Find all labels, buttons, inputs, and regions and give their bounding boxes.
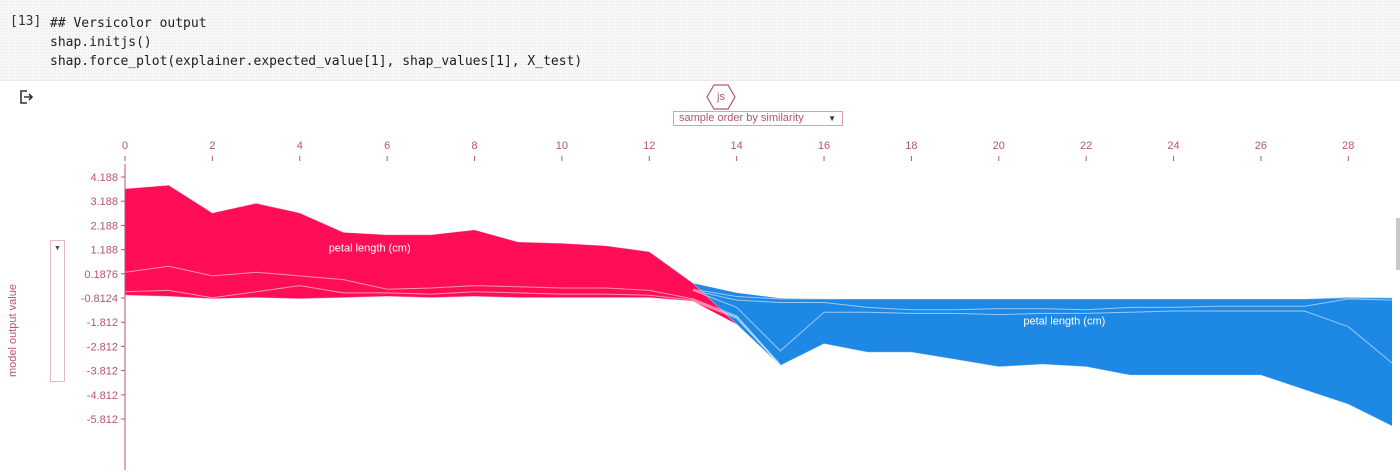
code-cell[interactable]: [13] ## Versicolor output shap.initjs() sh… [0,0,1400,81]
x-tick-label-22: 22 [1080,140,1092,152]
x-tick-label-26: 26 [1255,140,1267,152]
js-hexagon-icon [706,84,736,110]
y-tick-label-1: 3.188 [90,196,118,208]
negative-feature-line-0 [692,289,1393,364]
code-line-1: ## Versicolor output [50,16,207,31]
js-label: js [717,91,725,103]
y-tick-label-0: 4.188 [90,172,118,184]
chevron-down-icon: ▼ [828,114,836,123]
y-tick-label-9: -4.812 [87,390,118,402]
y-tick-label-5: -0.8124 [81,293,118,305]
x-tick-label-2: 2 [209,140,215,152]
x-tick-label-20: 20 [993,140,1005,152]
positive-feature-line-0 [124,265,781,365]
sample-order-value: sample order by similarity [679,112,804,124]
y-tick-label-7: -2.812 [87,341,118,353]
negative-area [649,251,1392,426]
chevron-down-icon: ▼ [54,245,61,252]
x-tick-label-6: 6 [384,140,390,152]
x-tick-label-4: 4 [297,140,303,152]
y-axis-label: model output value [7,284,19,377]
y-tick-label-10: -5.812 [87,414,118,426]
code-editor[interactable]: ## Versicolor output shap.initjs() shap.fo… [50,14,582,71]
x-tick-label-28: 28 [1342,140,1354,152]
x-tick-label-10: 10 [556,140,568,152]
y-axis-select[interactable]: ▼ [50,240,65,382]
output-arrow-icon[interactable] [18,89,34,105]
cell-prompt: [13] [10,14,42,29]
x-tick-label-12: 12 [643,140,655,152]
js-badge: js [706,84,736,110]
code-line-2: shap.initjs() [50,35,152,50]
y-tick-label-4: 0.1876 [84,269,118,281]
model-output-line [124,184,1393,427]
positive-area [125,185,781,366]
x-tick-label-0: 0 [122,140,128,152]
negative-feature-line-1 [692,289,1393,311]
scrollbar[interactable] [1396,218,1400,270]
x-tick-label-24: 24 [1167,140,1179,152]
x-tick-label-8: 8 [471,140,477,152]
feature-annotation-1: petal length (cm) [1023,315,1105,327]
y-tick-label-2: 2.188 [90,220,118,232]
y-tick-label-6: -1.812 [87,317,118,329]
code-line-3: shap.force_plot(explainer.expected_value… [50,54,583,69]
feature-annotation-0: petal length (cm) [329,243,411,255]
positive-feature-line-1 [124,285,781,366]
sample-order-select[interactable]: sample order by similarity ▼ [673,111,843,126]
y-tick-label-3: 1.188 [90,245,118,257]
positive-feature-line-2 [124,294,781,366]
x-tick-label-14: 14 [731,140,743,152]
x-tick-label-16: 16 [818,140,830,152]
y-tick-label-8: -3.812 [87,366,118,378]
negative-feature-line-2 [692,288,1392,300]
x-tick-label-18: 18 [905,140,917,152]
